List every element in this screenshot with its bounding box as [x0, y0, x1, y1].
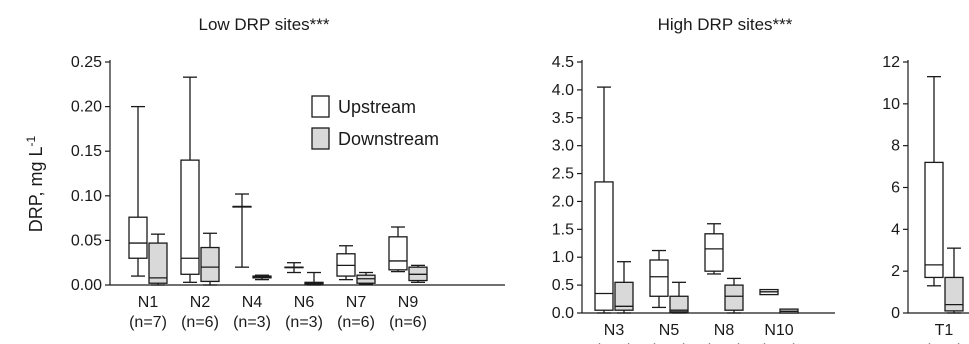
legend: Upstream Downstream	[311, 95, 439, 150]
x-tick-label-n: (n=6)	[389, 314, 427, 331]
y-tick-label: 4.5	[552, 54, 574, 71]
x-tick-label-site: T1	[935, 322, 954, 339]
x-tick-label-site: N4	[242, 294, 263, 311]
y-tick-label: 3.5	[552, 110, 574, 127]
y-tick-label: 0.20	[71, 99, 102, 116]
legend-label-upstream: Upstream	[338, 97, 416, 117]
downstream-N5-box	[669, 295, 689, 313]
downstream-N2-box	[200, 246, 220, 283]
legend-swatch-downstream	[311, 127, 330, 150]
y-tick-label: 12	[882, 54, 900, 71]
upstream-N8-box	[704, 233, 724, 272]
y-tick-label: 2.5	[552, 166, 574, 183]
upstream-N2-box	[180, 159, 200, 275]
upstream-N9-box	[388, 236, 408, 271]
legend-label-downstream: Downstream	[338, 129, 439, 149]
x-tick-label-n: (n=6)	[181, 314, 219, 331]
downstream-N1-box	[148, 242, 168, 284]
upstream-N5-box	[649, 259, 669, 297]
y-tick-label: 4.0	[552, 82, 574, 99]
panel-title-high: High DRP sites***	[658, 15, 793, 34]
x-tick-label-site: N2	[190, 294, 211, 311]
downstream-N3-box	[614, 281, 634, 311]
x-tick-label-n: (n=5)	[925, 342, 963, 344]
y-tick-label: 6	[891, 180, 900, 197]
y-tick-label: 0.10	[71, 188, 102, 205]
y-tick-label: 3.0	[552, 138, 574, 155]
plot-area: 0.000.050.100.150.200.25N1(n=7)N2(n=6)N4…	[71, 54, 969, 344]
x-tick-label-site: N8	[714, 322, 735, 339]
y-tick-label: 0.15	[71, 143, 102, 160]
x-tick-label-site: N9	[398, 294, 419, 311]
panel-title-low: Low DRP sites***	[198, 15, 329, 34]
y-tick-label: 0.05	[71, 232, 102, 249]
y-tick-label: 0.25	[71, 54, 102, 71]
x-tick-label-n: (n=7)	[129, 314, 167, 331]
x-tick-label-n: (n=4)	[595, 342, 633, 344]
x-tick-label-n: (n=4)	[650, 342, 688, 344]
upstream-N1-box	[128, 216, 148, 259]
x-tick-label-n: (n=6)	[337, 314, 375, 331]
upstream-T1-box	[924, 161, 944, 279]
x-tick-label-site: N7	[346, 294, 367, 311]
x-tick-label-n: (n=1)	[760, 342, 798, 344]
y-tick-label: 2.0	[552, 193, 574, 210]
x-tick-label-site: N3	[604, 322, 625, 339]
legend-swatch-upstream	[311, 95, 330, 118]
x-tick-label-site: N10	[764, 322, 793, 339]
y-tick-label: 0.5	[552, 277, 574, 294]
y-tick-label: 8	[891, 138, 900, 155]
x-tick-label-site: N5	[659, 322, 680, 339]
y-tick-label: 10	[882, 96, 900, 113]
downstream-N8-box	[724, 284, 744, 311]
x-tick-label-site: N1	[138, 294, 159, 311]
y-tick-label: 0	[891, 305, 900, 322]
y-tick-label: 0.0	[552, 305, 574, 322]
x-tick-label-n: (n=3)	[285, 314, 323, 331]
y-tick-label: 1.5	[552, 221, 574, 238]
downstream-T1-box	[944, 276, 964, 312]
upstream-N3-box	[594, 181, 614, 311]
y-tick-label: 2	[891, 263, 900, 280]
y-tick-label: 1.0	[552, 249, 574, 266]
x-tick-label-n: (n=5)	[705, 342, 743, 344]
y-axis-label: DRP, mg L-1	[24, 135, 46, 232]
y-tick-label: 4	[891, 221, 900, 238]
y-tick-label: 0.00	[71, 277, 102, 294]
x-tick-label-site: N6	[294, 294, 315, 311]
x-tick-label-n: (n=3)	[233, 314, 271, 331]
